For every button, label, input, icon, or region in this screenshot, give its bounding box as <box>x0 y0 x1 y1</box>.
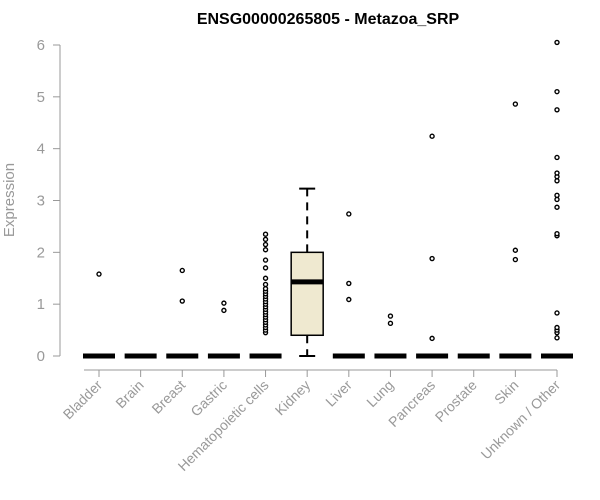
x-tick-label: Prostate <box>432 377 480 425</box>
box-2 <box>166 267 199 359</box>
box-8 <box>416 133 449 359</box>
box-11 <box>541 39 573 359</box>
y-axis-label: Expression <box>1 163 18 237</box>
y-tick-label: 0 <box>37 348 45 365</box>
outlier-point <box>262 247 269 253</box>
outlier-point <box>554 196 560 203</box>
outlier-point <box>554 39 560 46</box>
box-6 <box>332 211 365 359</box>
outlier-point <box>387 313 394 319</box>
outlier-point <box>429 255 435 262</box>
outlier-point <box>554 324 560 331</box>
y-tick-label: 3 <box>37 193 45 210</box>
x-tick-label: Unknown / Other <box>478 377 564 463</box>
outlier-point <box>96 271 102 277</box>
x-tick-label: Skin <box>491 377 522 408</box>
box-3 <box>207 300 240 359</box>
outlier-point <box>554 204 560 210</box>
outlier-point <box>554 310 560 316</box>
outlier-point <box>346 280 352 287</box>
outlier-point <box>387 320 394 327</box>
y-tick-label: 5 <box>37 89 45 106</box>
x-tick-label: Brain <box>112 377 146 411</box>
outlier-point <box>554 154 560 161</box>
outlier-point <box>262 285 269 292</box>
box-10 <box>499 101 532 359</box>
outlier-point <box>554 107 560 113</box>
outlier-point <box>262 275 269 281</box>
outlier-point <box>554 230 560 237</box>
outlier-point <box>429 335 435 342</box>
outlier-point <box>512 256 519 263</box>
outlier-point <box>346 211 352 217</box>
outlier-point <box>554 178 560 184</box>
outlier-point <box>262 231 269 237</box>
box-4 <box>249 231 282 359</box>
x-tick-label: Liver <box>322 377 355 410</box>
box-body <box>290 251 324 337</box>
y-tick-label: 6 <box>37 37 45 54</box>
x-tick-label: Kidney <box>272 377 314 419</box>
outlier-point <box>221 307 227 314</box>
outlier-point <box>554 192 560 199</box>
outlier-point <box>346 296 352 303</box>
outlier-point <box>554 335 560 341</box>
outlier-point <box>554 88 560 95</box>
outlier-point <box>262 241 269 248</box>
y-tick-label: 2 <box>37 244 45 261</box>
y-tick-label: 1 <box>37 296 45 313</box>
outlier-point <box>262 265 269 271</box>
box-7 <box>374 313 407 359</box>
y-axis-ticks: 0 1 2 3 4 5 6 <box>37 37 60 365</box>
box-5 <box>290 187 324 357</box>
outlier-point <box>179 298 185 304</box>
y-tick-label: 4 <box>37 141 45 158</box>
x-tick-label: Breast <box>148 377 188 417</box>
x-tick-label: Bladder <box>60 377 106 423</box>
x-tick-label: Lung <box>363 377 396 410</box>
outlier-point <box>512 101 519 107</box>
outlier-point <box>221 300 227 306</box>
outlier-point <box>262 236 269 243</box>
chart-title: ENSG00000265805 - Metazoa_SRP <box>197 11 460 28</box>
outlier-point <box>262 257 269 263</box>
outlier-point <box>262 281 269 288</box>
outlier-point <box>429 133 435 139</box>
outlier-point <box>512 247 519 253</box>
boxplot-series <box>83 39 573 359</box>
outlier-point <box>554 170 560 176</box>
outlier-point <box>179 267 185 274</box>
box-0 <box>83 271 115 359</box>
